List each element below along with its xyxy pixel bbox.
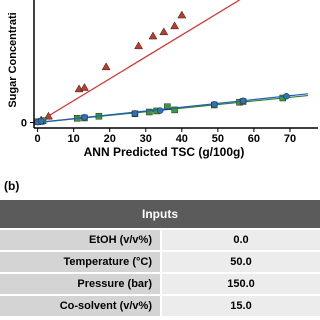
value-cell: 0.0	[162, 230, 320, 250]
label-cell: Co-solvent (v/v%)	[0, 296, 160, 316]
data-point	[148, 31, 158, 40]
value-cell: 15.0	[162, 296, 320, 316]
x-tick-label: 70	[284, 133, 296, 145]
table-body: EtOH (v/v%) 0.0 Temperature (°C) 50.0 Pressu…	[0, 230, 320, 316]
x-tick-label: 40	[176, 133, 188, 145]
table-row: Pressure (bar) 150.0	[0, 274, 320, 294]
data-point	[43, 111, 53, 120]
table-row: Temperature (°C) 50.0	[0, 252, 320, 272]
table-header: Inputs	[0, 200, 320, 228]
label-cell: Pressure (bar)	[0, 274, 160, 294]
x-tick-label: 50	[212, 133, 224, 145]
data-point	[283, 93, 290, 100]
data-point	[131, 110, 139, 117]
data-point	[81, 114, 88, 121]
data-point	[159, 27, 169, 36]
value-cell: 150.0	[162, 274, 320, 294]
x-axis-label: ANN Predicted TSC (g/100g)	[84, 145, 245, 159]
data-point	[170, 21, 180, 30]
x-tick-label: 30	[140, 133, 152, 145]
data-point	[156, 107, 164, 114]
y-tick-label: 0	[21, 118, 27, 130]
data-point	[146, 108, 153, 116]
x-tick-label: 60	[248, 133, 260, 145]
label-cell: EtOH (v/v%)	[0, 230, 160, 250]
chart: ANN Predicted TSC (g/100g) Sugar Concent…	[4, 0, 318, 193]
data-point	[211, 101, 218, 108]
data-point	[101, 62, 111, 71]
table-row: EtOH (v/v%) 0.0	[0, 230, 320, 250]
label-cell: Temperature (°C)	[0, 252, 160, 272]
data-point	[164, 103, 171, 110]
data-point	[80, 82, 89, 91]
x-tick-label: 0	[35, 133, 41, 145]
data-point	[239, 97, 247, 105]
value-cell: 50.0	[162, 252, 320, 272]
data-point	[171, 106, 178, 114]
table: Inputs EtOH (v/v%) 0.0 Temperature (°C) 50.…	[0, 200, 320, 316]
trend-line	[37, 0, 240, 124]
data-point	[177, 10, 187, 19]
panel-label: (b)	[4, 179, 19, 193]
y-axis-label: Sugar Concentrati	[7, 12, 19, 107]
table-row: Co-solvent (v/v%) 15.0	[0, 296, 320, 316]
x-tick-label: 10	[68, 133, 80, 145]
data-point	[37, 117, 45, 125]
x-tick-label: 20	[104, 133, 116, 145]
data-point	[134, 41, 143, 50]
